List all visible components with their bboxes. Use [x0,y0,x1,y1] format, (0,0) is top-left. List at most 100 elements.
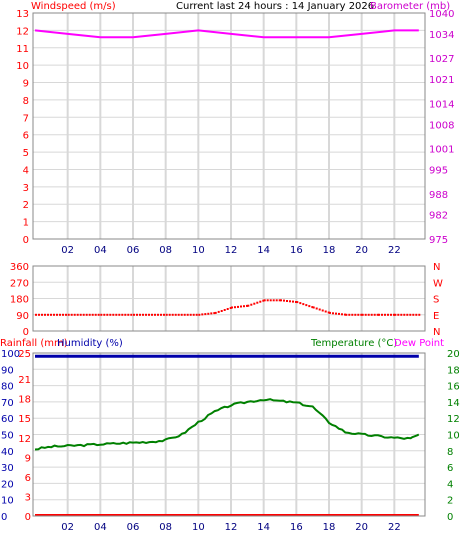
wind-direction-point [286,300,288,302]
p1-ytick-right: 1027 [429,54,454,65]
wind-direction-point [100,313,103,316]
wind-direction-point [121,313,124,316]
wind-direction-point [275,299,278,302]
wind-direction-point [409,313,412,316]
p3-rainfall-tick: 9 [25,453,31,464]
wind-direction-point [256,301,259,304]
p3-humidity-tick: 30 [1,463,14,474]
header-windspeed-label: Windspeed (m/s) [31,1,116,12]
p1-xtick: 18 [323,245,336,256]
wind-direction-point [73,313,76,316]
p1-ytick-left: 2 [23,200,29,211]
p3-humidity-tick: 60 [1,414,14,425]
wind-direction-point [415,313,418,316]
p2-ytick-left: 0 [23,327,29,338]
p3-xtick: 02 [61,522,74,533]
p3-xtick: 06 [127,522,140,533]
wind-direction-point [332,312,334,315]
wind-direction-point [136,313,138,316]
p3-xtick: 14 [257,522,270,533]
wind-direction-point [226,308,229,310]
p3-temperature-tick: 12 [447,414,460,425]
p2-ytick-right: S [433,295,439,306]
p1-ytick-left: 4 [23,165,29,176]
wind-direction-point [344,313,346,316]
wind-direction-point [381,313,383,316]
p3-rainfall-tick: 18 [18,395,31,406]
p1-ytick-left: 5 [23,148,29,159]
wind-direction-point [62,313,64,316]
wind-direction-point [53,313,55,316]
wind-direction-point [312,306,315,309]
wind-direction-point [308,305,311,308]
wind-direction-point [50,313,52,316]
wind-direction-point [223,309,226,311]
wind-direction-point [237,305,239,308]
wind-direction-point [195,313,198,316]
p3-temperature-tick: 18 [447,365,460,376]
p1-ytick-left: 13 [16,9,29,20]
p1-ytick-left: 8 [23,96,29,107]
p3-xtick: 08 [159,522,172,533]
p1-xtick: 04 [94,245,107,256]
wind-direction-point [160,313,162,316]
wind-direction-point [70,313,73,316]
wind-direction-point [360,313,363,316]
p2-ytick-right: N [433,262,440,273]
p1-xtick: 16 [290,245,303,256]
wind-direction-point [266,299,269,302]
wind-direction-point [163,313,165,316]
wind-direction-point [35,313,37,316]
p3-xtick: 22 [388,522,401,533]
p3-temperature-tick: 20 [447,349,460,360]
wind-direction-point [168,313,171,316]
p2-ytick-left: 270 [10,278,29,289]
wind-direction-point [189,313,192,316]
wind-direction-point [397,313,400,316]
p3-temperature-tick: 10 [447,431,460,442]
p1-ytick-right: 995 [429,165,448,176]
wind-direction-point [406,313,409,316]
wind-direction-point [384,313,386,316]
wind-direction-point [393,313,395,316]
wind-direction-point [305,304,308,307]
wind-direction-point [220,310,223,312]
wind-direction-point [387,313,389,316]
wind-direction-point [118,313,121,316]
p1-ytick-right: 1014 [429,99,454,110]
p1-xtick: 02 [61,245,74,256]
wind-direction-point [329,311,331,314]
wind-direction-point [289,300,291,303]
barometer-line [34,29,419,39]
wind-direction-point [327,311,330,314]
wind-direction-point [94,313,97,316]
wind-direction-point [38,313,40,316]
wind-direction-point [112,313,115,316]
p3-xtick: 20 [355,522,368,533]
p2-ytick-right: N [433,327,440,338]
p1-ytick-right: 1040 [429,9,454,20]
p1-ytick-left: 11 [16,44,29,55]
wind-direction-point [65,313,67,316]
p3-humidity-tick: 80 [1,382,14,393]
wind-direction-point [67,313,70,316]
wind-direction-point [204,313,207,316]
panel3-humidity-label: Humidity (%) [57,338,123,349]
wind-direction-point [229,307,232,309]
wind-direction-point [234,306,236,309]
p1-xtick: 22 [388,245,401,256]
wind-direction-point [154,313,156,316]
wind-direction-point [183,313,186,316]
wind-direction-point [351,313,354,316]
p1-ytick-right: 1034 [429,30,454,41]
wind-direction-point [341,313,343,316]
wind-direction-point [59,313,61,316]
p3-temperature-tick: 6 [447,463,453,474]
p1-ytick-left: 1 [23,218,29,229]
p3-xtick: 10 [192,522,205,533]
wind-direction-point [370,313,373,316]
wind-direction-point [124,313,127,316]
p1-ytick-left: 12 [16,26,29,37]
wind-direction-point [311,306,314,309]
p3-frame [32,352,426,517]
